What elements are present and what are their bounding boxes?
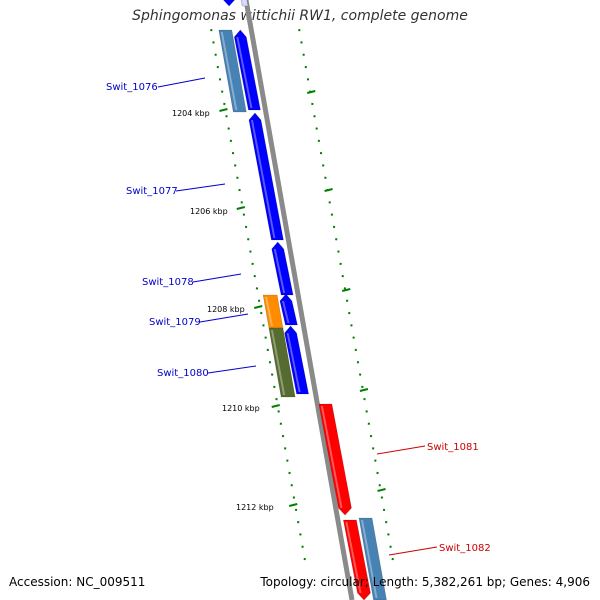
gene-body (240, 0, 249, 7)
label-leaders (157, 77, 438, 556)
major-tick (288, 503, 298, 507)
gene-label-swit-1076[interactable]: Swit_1076 (106, 82, 158, 93)
leader-line (199, 313, 249, 323)
outer-major-tick (377, 488, 386, 492)
gene-swit-1082 (343, 519, 371, 600)
gene-swit-1075 (223, 0, 236, 7)
major-tick (271, 404, 280, 408)
leader-line (388, 546, 438, 556)
gene-highlight (243, 0, 247, 4)
accession-text: Accession: NC_009511 (9, 575, 146, 589)
gene-swit-1081 (318, 403, 352, 516)
gene-body (318, 403, 352, 516)
major-tick (253, 305, 263, 309)
kbp-label-1212: 1212 kbp (236, 503, 274, 512)
leader-line (157, 77, 206, 88)
leader-line (376, 445, 426, 455)
gene-highlight (345, 522, 362, 593)
gene-body (233, 29, 261, 111)
gene-highlight (250, 120, 276, 238)
major-tick (236, 206, 245, 210)
gene-highlight (361, 520, 378, 598)
gene-label-swit-1080[interactable]: Swit_1080 (157, 368, 209, 379)
gene-body (343, 519, 371, 600)
gene-highlight (236, 37, 253, 108)
gene-highlight (265, 297, 273, 326)
inner-tick-dots (210, 29, 306, 561)
gene-label-swit-1079[interactable]: Swit_1079 (149, 317, 201, 328)
gene-highlight (270, 330, 286, 395)
gene-body (271, 241, 294, 296)
gene-swit-1082b (358, 517, 387, 600)
leader-line (207, 365, 257, 374)
leader-line (192, 273, 242, 283)
gene-swit-1079 (262, 294, 284, 329)
gene-highlight (286, 333, 301, 392)
gene-body (358, 517, 387, 600)
gene-body (218, 29, 247, 113)
outer-major-tick (307, 90, 316, 94)
gene-label-swit-1077[interactable]: Swit_1077 (126, 186, 178, 197)
map-title: Sphingomonas wittichii RW1, complete gen… (132, 8, 468, 24)
gene-swit-1077 (248, 112, 284, 241)
major-tick (219, 108, 228, 112)
outer-major-tick (341, 288, 351, 292)
gene-swit-1075-partner (240, 0, 249, 7)
gene-label-swit-1081[interactable]: Swit_1081 (427, 442, 479, 453)
gene-features (218, 0, 387, 600)
gene-body (279, 293, 298, 326)
gene-swit-1078b (279, 293, 298, 326)
outer-major-tick (359, 388, 369, 392)
gene-swit-1076 (218, 29, 247, 113)
kbp-label-1210: 1210 kbp (222, 404, 260, 413)
gene-highlight (281, 301, 290, 323)
kbp-label-1208: 1208 kbp (207, 305, 245, 314)
outer-major-tick (324, 188, 333, 192)
gene-swit-1076-fwd (233, 29, 261, 111)
genome-summary-text: Topology: circular; Length: 5,382,261 bp… (260, 575, 590, 589)
gene-swit-1080b (284, 325, 309, 395)
gene-highlight (320, 406, 343, 508)
kbp-label-1206: 1206 kbp (190, 207, 228, 216)
kbp-label-1204: 1204 kbp (172, 109, 210, 118)
gene-label-swit-1082[interactable]: Swit_1082 (439, 543, 491, 554)
gene-body (223, 0, 236, 7)
leader-line (175, 183, 226, 192)
genome-backbone (243, 0, 355, 600)
gene-highlight (220, 32, 238, 110)
gene-swit-1078 (271, 241, 294, 296)
gene-body (248, 112, 284, 241)
gene-body (284, 325, 309, 395)
major-ticks (219, 90, 386, 507)
gene-highlight (273, 249, 286, 293)
gene-swit-1080 (268, 327, 296, 398)
gene-label-swit-1078[interactable]: Swit_1078 (142, 277, 194, 288)
gene-body (268, 327, 296, 398)
